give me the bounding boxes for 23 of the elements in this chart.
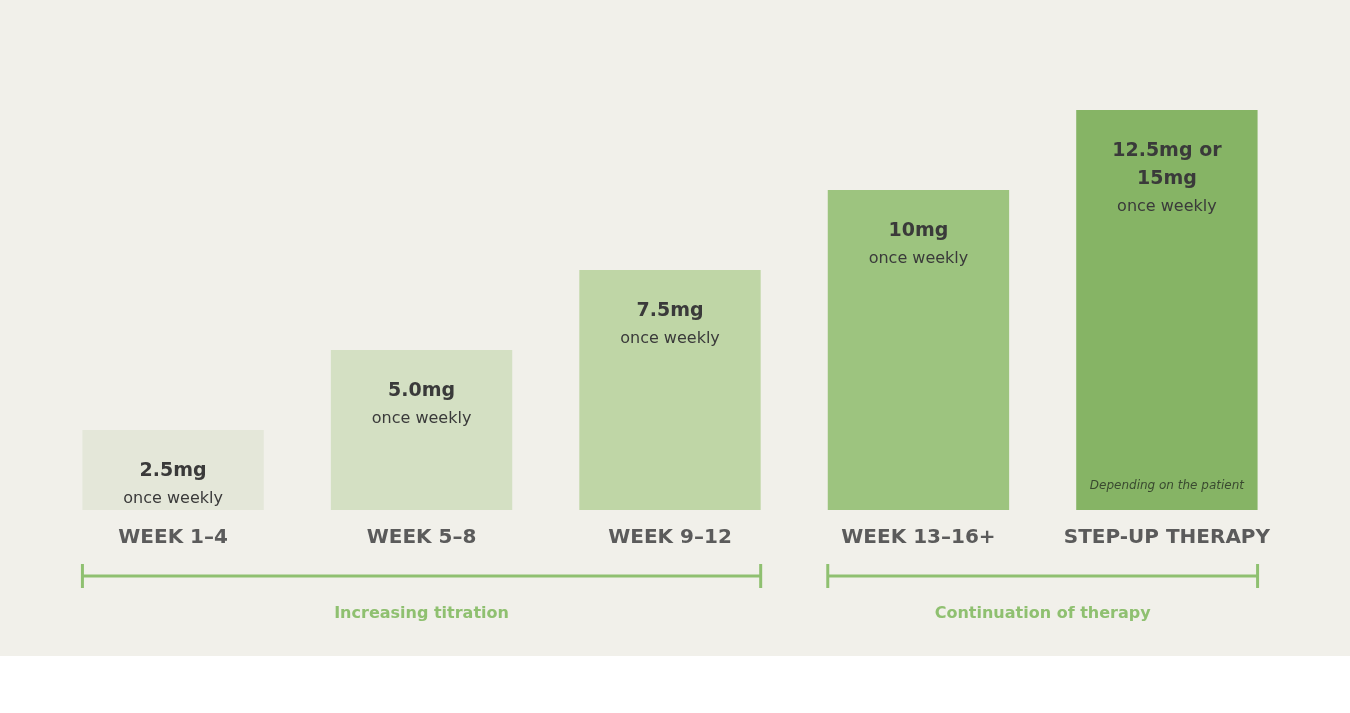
bar [330, 350, 513, 510]
x-tick-label: WEEK 1–4 [118, 523, 228, 548]
x-tick-label: WEEK 5–8 [366, 523, 477, 548]
text: Increasing titration [334, 603, 509, 622]
x-tick-label: WEEK 9–12 [608, 523, 732, 548]
text: Continuation of therapy [934, 603, 1152, 622]
data-label: 2.5mg [139, 458, 207, 480]
bar [579, 270, 761, 510]
annotation: Depending on the patient [1089, 478, 1246, 492]
annotation: once weekly [371, 408, 472, 427]
data-label: 5.0mg [388, 378, 456, 400]
annotation: once weekly [123, 488, 223, 507]
annotation: once weekly [1117, 196, 1217, 215]
data-label: 10mg [888, 218, 949, 240]
bar [1076, 110, 1258, 510]
data-label: 12.5mg or [1112, 138, 1223, 160]
annotation: 15mg [1136, 166, 1197, 188]
x-tick-label: STEP-UP THERAPY [1063, 523, 1271, 548]
annotation: once weekly [868, 248, 969, 267]
annotation: once weekly [620, 328, 720, 347]
bar [827, 190, 1010, 510]
data-label: 7.5mg [636, 298, 704, 320]
x-tick-label: WEEK 13–16+ [841, 523, 996, 548]
